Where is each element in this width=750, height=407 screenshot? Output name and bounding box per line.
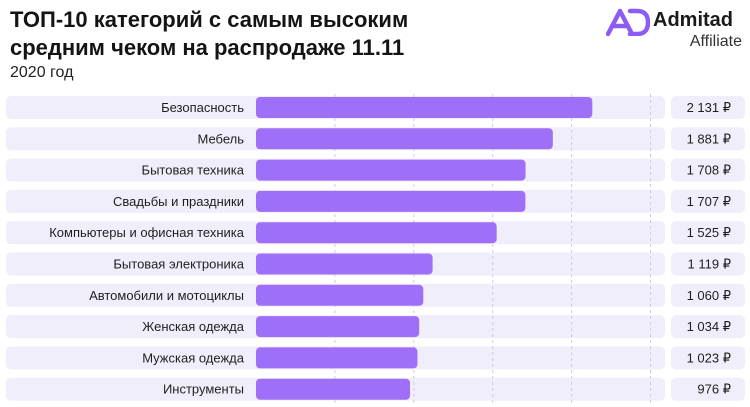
value-cell-background <box>671 158 745 182</box>
value-labels: 2 131 ₽ 1 881 ₽ 1 708 ₽ 1 707 ₽ 1 525 ₽ 1 119… <box>687 100 731 397</box>
value-cell-background <box>671 221 745 245</box>
chart-subtitle: 2020 год <box>10 64 74 81</box>
bar <box>256 253 433 275</box>
bar <box>256 222 497 244</box>
bar <box>256 378 411 400</box>
brand-sub: Affiliate <box>689 33 742 50</box>
value-label: 1 119 ₽ <box>688 257 731 272</box>
category-label: Автомобили и мотоциклы <box>89 288 244 303</box>
bar <box>256 284 424 306</box>
value-cell-background <box>671 96 745 119</box>
value-cell-background <box>671 315 745 339</box>
category-label: Компьютеры и офисная техника <box>49 225 245 240</box>
value-label: 2 131 ₽ <box>687 100 731 115</box>
value-cell-background <box>671 127 745 151</box>
category-label: Мебель <box>197 131 244 146</box>
value-label: 1 525 ₽ <box>687 225 731 240</box>
value-label: 1 060 ₽ <box>687 288 731 303</box>
value-label: 1 708 ₽ <box>687 163 731 178</box>
category-labels: Безопасность Мебель Бытовая техника Свадьбы… <box>49 100 245 397</box>
chart-title: ТОП-10 категорий с самым высоким средним… <box>10 7 409 60</box>
bar <box>256 159 526 181</box>
value-cell-background <box>671 252 745 276</box>
value-label: 1 707 ₽ <box>687 194 731 209</box>
category-label: Женская одежда <box>142 319 245 334</box>
admitad-ad-logo-icon <box>606 8 650 36</box>
bars <box>256 97 593 400</box>
category-label: Мужская одежда <box>142 350 245 365</box>
value-cell-background <box>671 346 745 370</box>
value-cell-background <box>671 283 745 307</box>
bar <box>256 128 553 150</box>
category-label: Безопасность <box>161 100 244 115</box>
brand-logo: Admitad Affiliate <box>606 6 746 54</box>
category-label: Свадьбы и праздники <box>113 194 244 209</box>
bar <box>256 97 593 118</box>
category-label: Бытовая техника <box>142 163 245 178</box>
value-cell-background <box>671 377 745 401</box>
value-label: 1 881 ₽ <box>687 131 731 146</box>
bar <box>256 316 420 338</box>
category-label: Бытовая электроника <box>113 257 244 272</box>
value-label: 1 034 ₽ <box>687 319 731 334</box>
category-label: Инструменты <box>163 382 244 397</box>
bar <box>256 347 418 369</box>
value-label: 1 023 ₽ <box>687 350 731 365</box>
brand-name: Admitad <box>653 9 733 31</box>
value-label: 976 ₽ <box>697 382 731 397</box>
value-cell-background <box>671 189 745 213</box>
bar <box>256 190 526 212</box>
